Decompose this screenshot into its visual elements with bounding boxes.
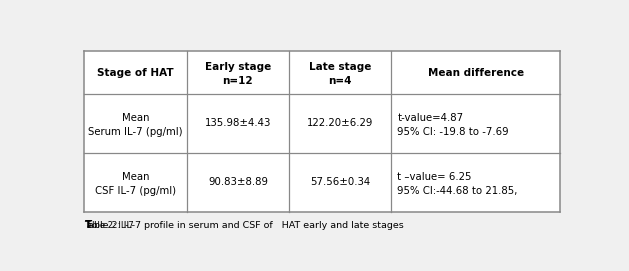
Text: Serum IL-7 (pg/ml): Serum IL-7 (pg/ml) <box>88 127 183 137</box>
Text: Mean difference: Mean difference <box>428 67 524 78</box>
Text: 90.83±8.89: 90.83±8.89 <box>208 178 268 188</box>
Text: able 2: IL-7: able 2: IL-7 <box>87 221 136 230</box>
Bar <box>84 51 560 212</box>
Text: T: T <box>84 220 92 230</box>
Text: 95% CI:-44.68 to 21.85,: 95% CI:-44.68 to 21.85, <box>397 186 518 196</box>
Text: Late stage: Late stage <box>309 62 371 72</box>
Text: Early stage: Early stage <box>205 62 271 72</box>
Text: t-value=4.87: t-value=4.87 <box>397 113 464 123</box>
Text: Stage of HAT: Stage of HAT <box>97 67 174 78</box>
Text: 122.20±6.29: 122.20±6.29 <box>307 118 374 128</box>
Text: Mean: Mean <box>122 172 149 182</box>
Text: CSF IL-7 (pg/ml): CSF IL-7 (pg/ml) <box>95 186 176 196</box>
Text: n=4: n=4 <box>328 76 352 86</box>
Text: 95% CI: -19.8 to -7.69: 95% CI: -19.8 to -7.69 <box>397 127 509 137</box>
Text: n=12: n=12 <box>223 76 253 86</box>
Text: 135.98±4.43: 135.98±4.43 <box>204 118 271 128</box>
Text: t –value= 6.25: t –value= 6.25 <box>397 172 472 182</box>
Text: Mean: Mean <box>122 113 149 123</box>
Text: Table 2: IL-7 profile in serum and CSF of   HAT early and late stages: Table 2: IL-7 profile in serum and CSF o… <box>84 221 404 230</box>
Text: 57.56±0.34: 57.56±0.34 <box>310 178 370 188</box>
